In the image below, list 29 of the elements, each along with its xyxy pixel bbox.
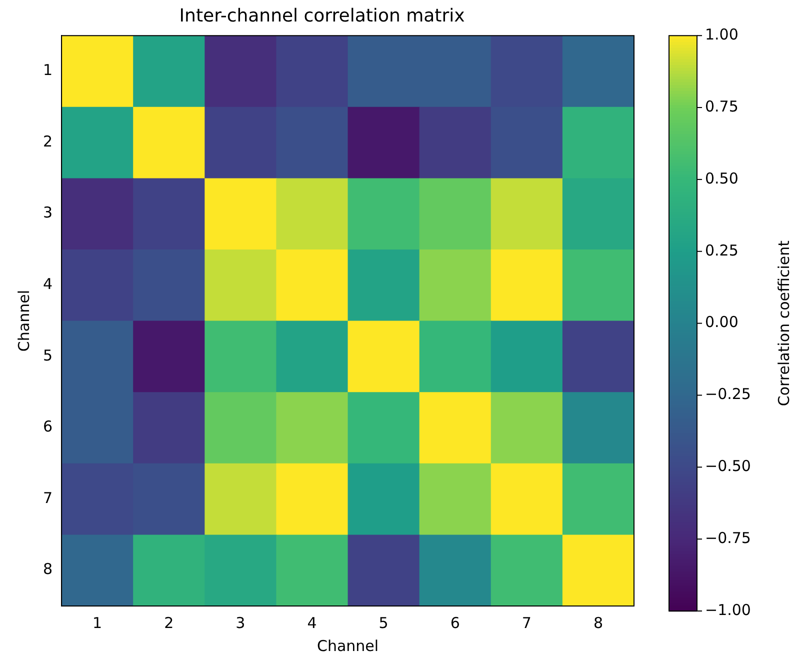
color-bar-label: −0.75 [705, 528, 751, 547]
x-tick-label: 3 [236, 614, 246, 632]
x-tick-label: 6 [450, 614, 460, 632]
y-tick-label: 1 [42, 61, 53, 80]
y-tick-label: 3 [42, 204, 53, 222]
x-tick-label: 1 [92, 614, 102, 632]
color-bar-label: 0.25 [705, 241, 738, 260]
x-tick-label: 2 [164, 614, 174, 632]
color-bar-label: 0.50 [705, 169, 738, 188]
x-axis-title: Channel [316, 636, 379, 655]
x-tick-label: 7 [522, 614, 532, 632]
color-bar-label: 0.00 [705, 313, 738, 332]
color-bar-label: −0.50 [705, 457, 751, 476]
x-tick-label: 8 [593, 614, 603, 632]
color-bar-label: 1.00 [705, 25, 738, 44]
y-tick-label: 6 [42, 418, 53, 436]
color-bar-label: −0.25 [705, 385, 751, 404]
color-bar-title: Correlation coefficient [774, 240, 793, 406]
x-tick-label: 4 [307, 614, 317, 632]
y-tick-label: 2 [42, 132, 53, 150]
color-bar-label: 0.75 [705, 97, 738, 116]
y-axis-title: Channel [14, 290, 33, 352]
chart-title: Inter-channel correlation matrix [179, 5, 466, 26]
y-tick-label: 5 [42, 346, 53, 364]
x-tick-label: 5 [378, 614, 388, 632]
y-tick-label: 7 [42, 488, 53, 507]
y-tick-label: 8 [42, 560, 53, 578]
y-tick-label: 4 [42, 275, 53, 294]
color-bar-label: −1.00 [705, 600, 751, 619]
